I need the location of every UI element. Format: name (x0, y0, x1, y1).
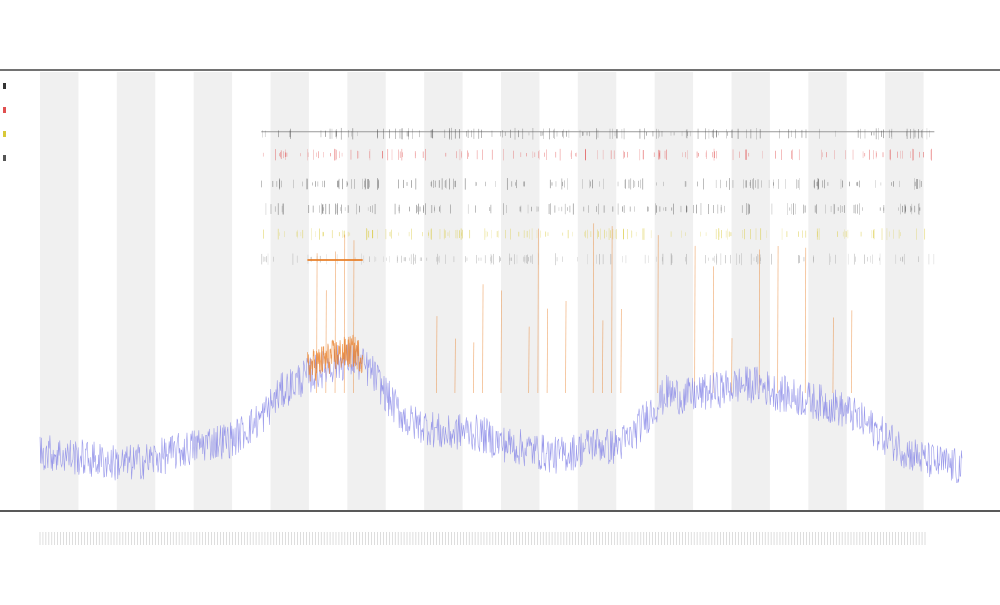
legend-swatch (3, 107, 6, 113)
band-20 (808, 72, 847, 510)
axes (0, 69, 1000, 512)
spike-7 (472, 342, 475, 393)
legend-swatch (3, 155, 6, 161)
track-row-5 (261, 253, 935, 266)
spike-6 (454, 338, 456, 393)
spike-26 (851, 310, 853, 393)
spike-20 (712, 266, 714, 393)
coverage-series (39, 343, 963, 484)
legend (3, 83, 6, 161)
coverage-line (39, 343, 963, 484)
spike-9 (500, 290, 502, 393)
band-6 (270, 72, 309, 510)
track-row-0 (262, 127, 930, 140)
legend-swatch (3, 131, 6, 137)
spike-8 (482, 284, 484, 393)
x-tick-labels (39, 532, 926, 545)
spike-17 (620, 308, 622, 393)
spike-19 (694, 245, 696, 393)
signal-spikes (316, 223, 853, 393)
band-0 (40, 72, 79, 510)
feature-tracks (261, 127, 935, 266)
band-18 (731, 72, 770, 510)
spike-23 (777, 245, 779, 393)
spike-25 (832, 317, 834, 393)
band-22 (885, 72, 924, 510)
track-row-2 (261, 177, 922, 190)
spike-15 (602, 320, 604, 393)
legend-item-0 (3, 83, 6, 89)
spike-13 (565, 301, 567, 393)
spike-5 (436, 316, 438, 393)
spike-11 (537, 228, 539, 393)
track-row-3 (265, 203, 921, 216)
band-14 (577, 72, 617, 510)
spike-12 (546, 308, 548, 393)
spike-3 (343, 234, 346, 393)
legend-swatch (3, 83, 6, 89)
highlight-region (307, 259, 364, 382)
legend-item-1 (3, 107, 6, 113)
legend-item-2 (3, 131, 6, 137)
spike-16 (611, 226, 613, 393)
track-row-4 (263, 228, 926, 241)
legend-item-3 (3, 155, 6, 161)
spike-18 (657, 235, 659, 393)
band-16 (654, 72, 694, 510)
band-2 (116, 72, 156, 510)
highlight-line (307, 334, 364, 382)
spike-22 (758, 249, 761, 393)
spike-21 (731, 338, 733, 393)
spike-2 (334, 251, 336, 393)
spike-10 (528, 326, 530, 393)
track-row-1 (262, 148, 932, 161)
spike-14 (592, 223, 595, 393)
spike-24 (804, 247, 807, 393)
